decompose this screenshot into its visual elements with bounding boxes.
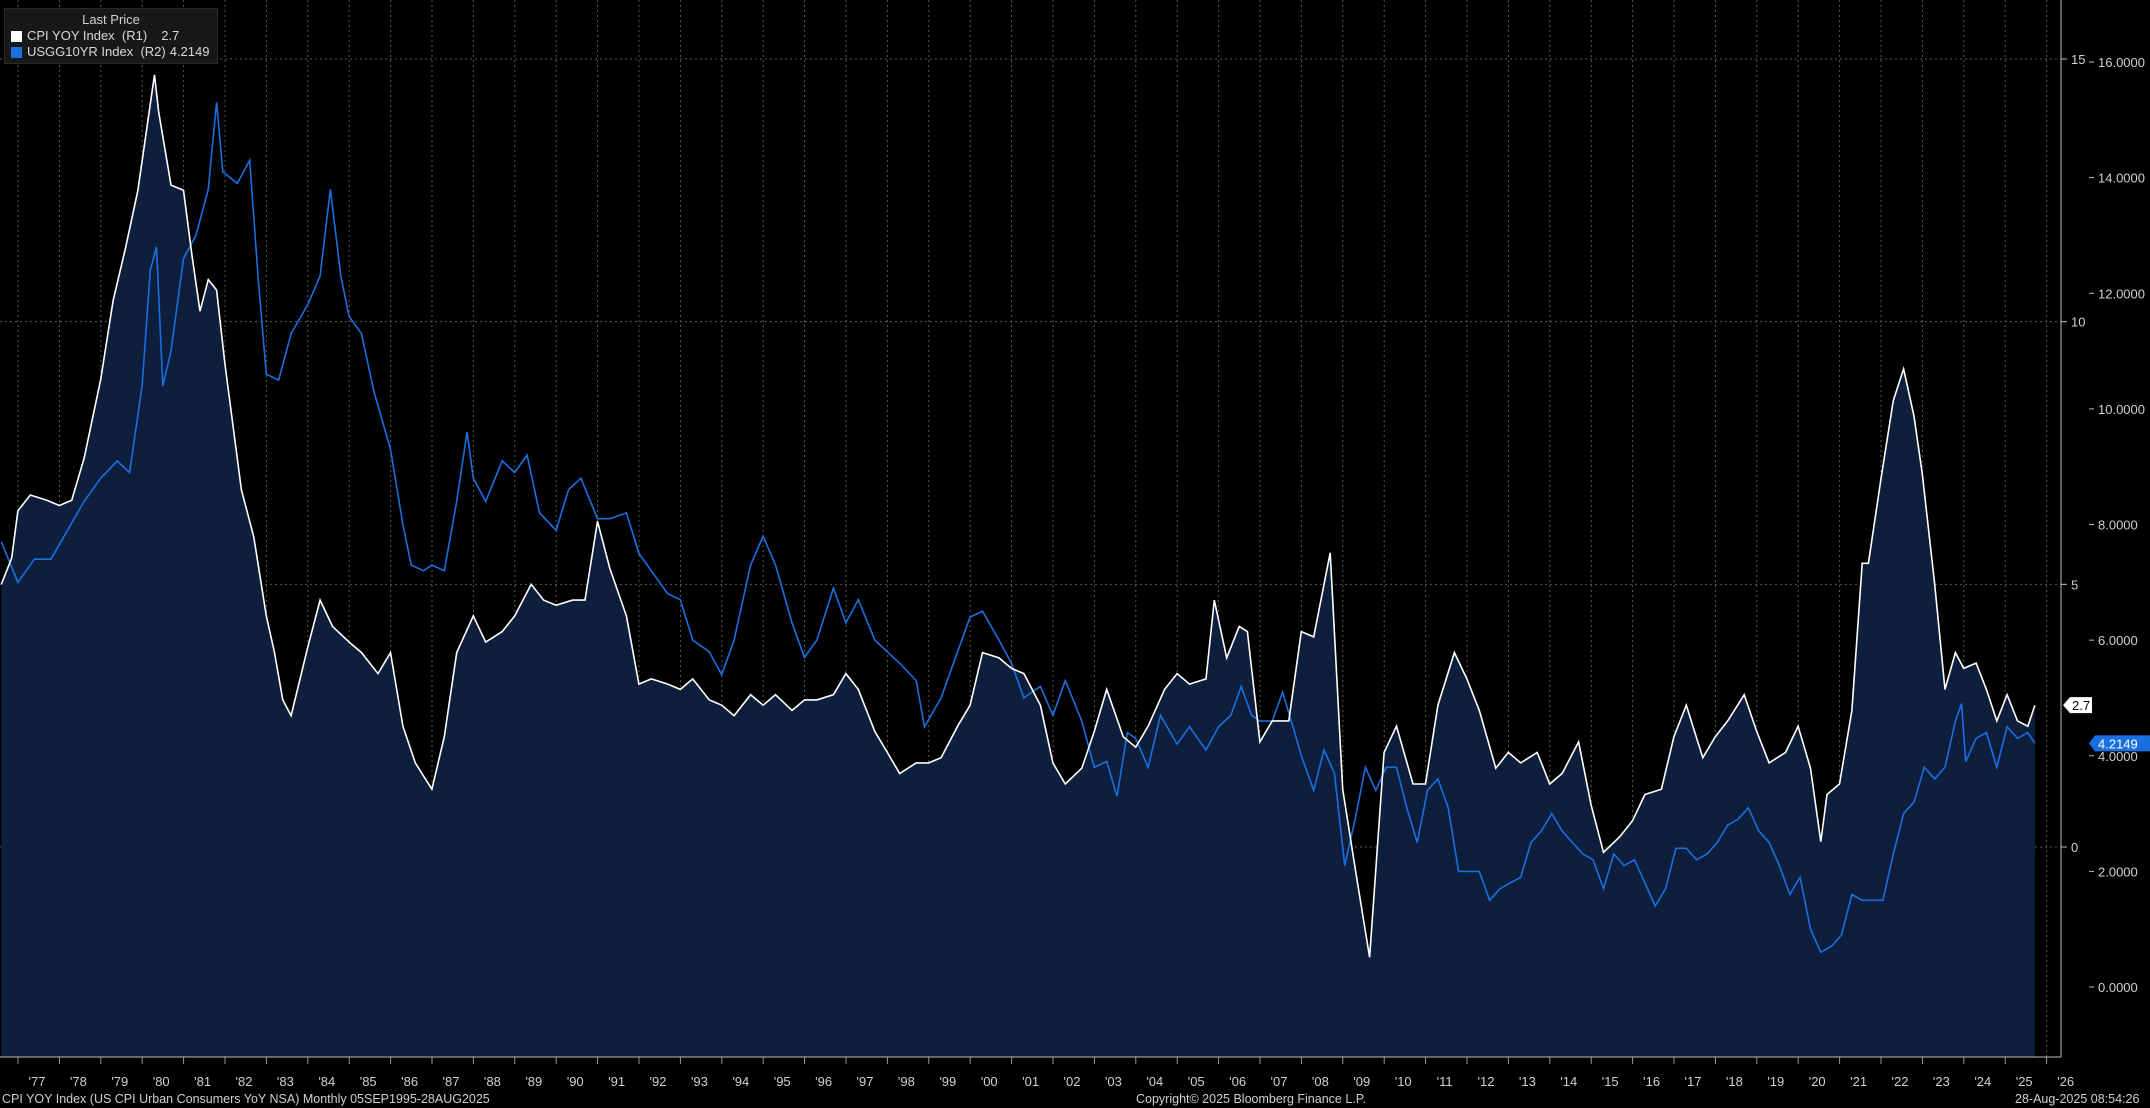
x-tick-label: '88 [484,1074,501,1089]
cpi-last-flag [2063,697,2092,714]
cpi-line [0,74,2036,958]
cpi-area [1,74,2035,1058]
x-tick-label: '00 [981,1074,998,1089]
x-tick-label: '91 [608,1074,625,1089]
legend-label-cpi: CPI YOY Index (R1) [27,28,148,43]
x-tick-label: '93 [691,1074,708,1089]
x-tick-label: '19 [1767,1074,1784,1089]
x-tick-label: '05 [1188,1074,1205,1089]
r2-tick-label: 2.0000 [2098,864,2138,879]
x-tick-label: '06 [1229,1074,1246,1089]
x-tick-label: '79 [111,1074,128,1089]
footer-description: CPI YOY Index (US CPI Urban Consumers Yo… [2,1092,490,1106]
x-tick-label: '17 [1685,1074,1702,1089]
legend-swatch-cpi [11,30,22,42]
x-tick-label: '77 [29,1074,46,1089]
cpi-last-value: 2.7 [2072,698,2090,713]
cpi-area-fill [1,74,2035,1058]
x-tick-label: '99 [939,1074,956,1089]
x-tick-label: '87 [443,1074,460,1089]
x-tick-label: '11 [1437,1074,1453,1089]
usgg10yr-last-value: 4.2149 [2098,736,2138,751]
x-tick-label: '98 [898,1074,915,1089]
x-tick-label: '23 [1933,1074,1950,1089]
series-lines [0,74,2036,958]
x-tick-label: '16 [1643,1074,1660,1089]
r1-tick-label: 15 [2071,52,2085,67]
x-tick-label: '85 [360,1074,377,1089]
r1-tick-label: 10 [2071,315,2085,330]
x-tick-label: '96 [815,1074,832,1089]
x-tick-label: '90 [567,1074,584,1089]
x-tick-label: '25 [2016,1074,2033,1089]
x-tick-label: '89 [525,1074,542,1089]
r2-tick-label: 12.0000 [2098,286,2145,301]
x-tick-label: '21 [1850,1074,1867,1089]
x-tick-label: '12 [1478,1074,1495,1089]
x-tick-label: '07 [1271,1074,1288,1089]
r2-tick-label: 16.0000 [2098,55,2145,70]
r2-tick-label: 14.0000 [2098,171,2145,186]
x-tick-label: '81 [194,1074,211,1089]
x-tick-label: '94 [732,1074,749,1089]
x-tick-label: '83 [277,1074,294,1089]
x-tick-label: '01 [1022,1074,1039,1089]
legend-box: Last Price CPI YOY Index (R1) 2.7 USGG10… [4,8,218,64]
footer-copyright: Copyright© 2025 Bloomberg Finance L.P. [1136,1092,1366,1106]
x-tick-label: '14 [1560,1074,1577,1089]
r2-tick-label: 8.0000 [2098,518,2138,533]
x-tick-label: '78 [70,1074,87,1089]
legend-swatch-usgg10yr [11,46,22,58]
r1-tick-label: 5 [2071,577,2078,592]
footer-timestamp: 28-Aug-2025 08:54:26 [2015,1092,2140,1106]
x-tick-label: '92 [650,1074,667,1089]
x-tick-label: '13 [1519,1074,1536,1089]
x-tick-label: '18 [1726,1074,1743,1089]
legend-value-usgg10yr: 4.2149 [169,44,210,59]
r2-tick-label: 6.0000 [2098,633,2138,648]
legend-entry-cpi[interactable]: CPI YOY Index (R1) 2.7 [5,28,217,44]
x-tick-label: '24 [1974,1074,1991,1089]
x-tick-label: '26 [2057,1074,2074,1089]
legend-label-usgg10yr: USGG10YR Index (R2) [27,44,166,59]
usgg10yr-last-flag [2089,735,2150,752]
x-tick-label: '09 [1353,1074,1370,1089]
x-tick-label: '22 [1892,1074,1909,1089]
r2-tick-label: 0.0000 [2098,980,2138,995]
x-tick-label: '15 [1602,1074,1619,1089]
legend-header: Last Price [82,12,140,27]
x-tick-label: '95 [774,1074,791,1089]
r2-tick-label: 4.0000 [2098,749,2138,764]
x-tick-label: '80 [153,1074,170,1089]
r1-tick-label: 0 [2071,840,2078,855]
x-tick-label: '08 [1312,1074,1329,1089]
legend-entry-usgg10yr[interactable]: USGG10YR Index (R2) 4.2149 [5,44,217,60]
x-tick-label: '97 [857,1074,874,1089]
x-tick-label: '84 [318,1074,335,1089]
r2-tick-label: 10.0000 [2098,402,2145,417]
x-tick-label: '04 [1146,1074,1163,1089]
x-tick-label: '20 [1809,1074,1826,1089]
legend-value-cpi: 2.7 [161,28,180,43]
x-tick-label: '03 [1105,1074,1122,1089]
usgg10yr-line [0,102,2036,954]
x-tick-label: '10 [1395,1074,1412,1089]
x-tick-label: '86 [401,1074,418,1089]
x-tick-label: '82 [236,1074,253,1089]
x-tick-label: '02 [1064,1074,1081,1089]
